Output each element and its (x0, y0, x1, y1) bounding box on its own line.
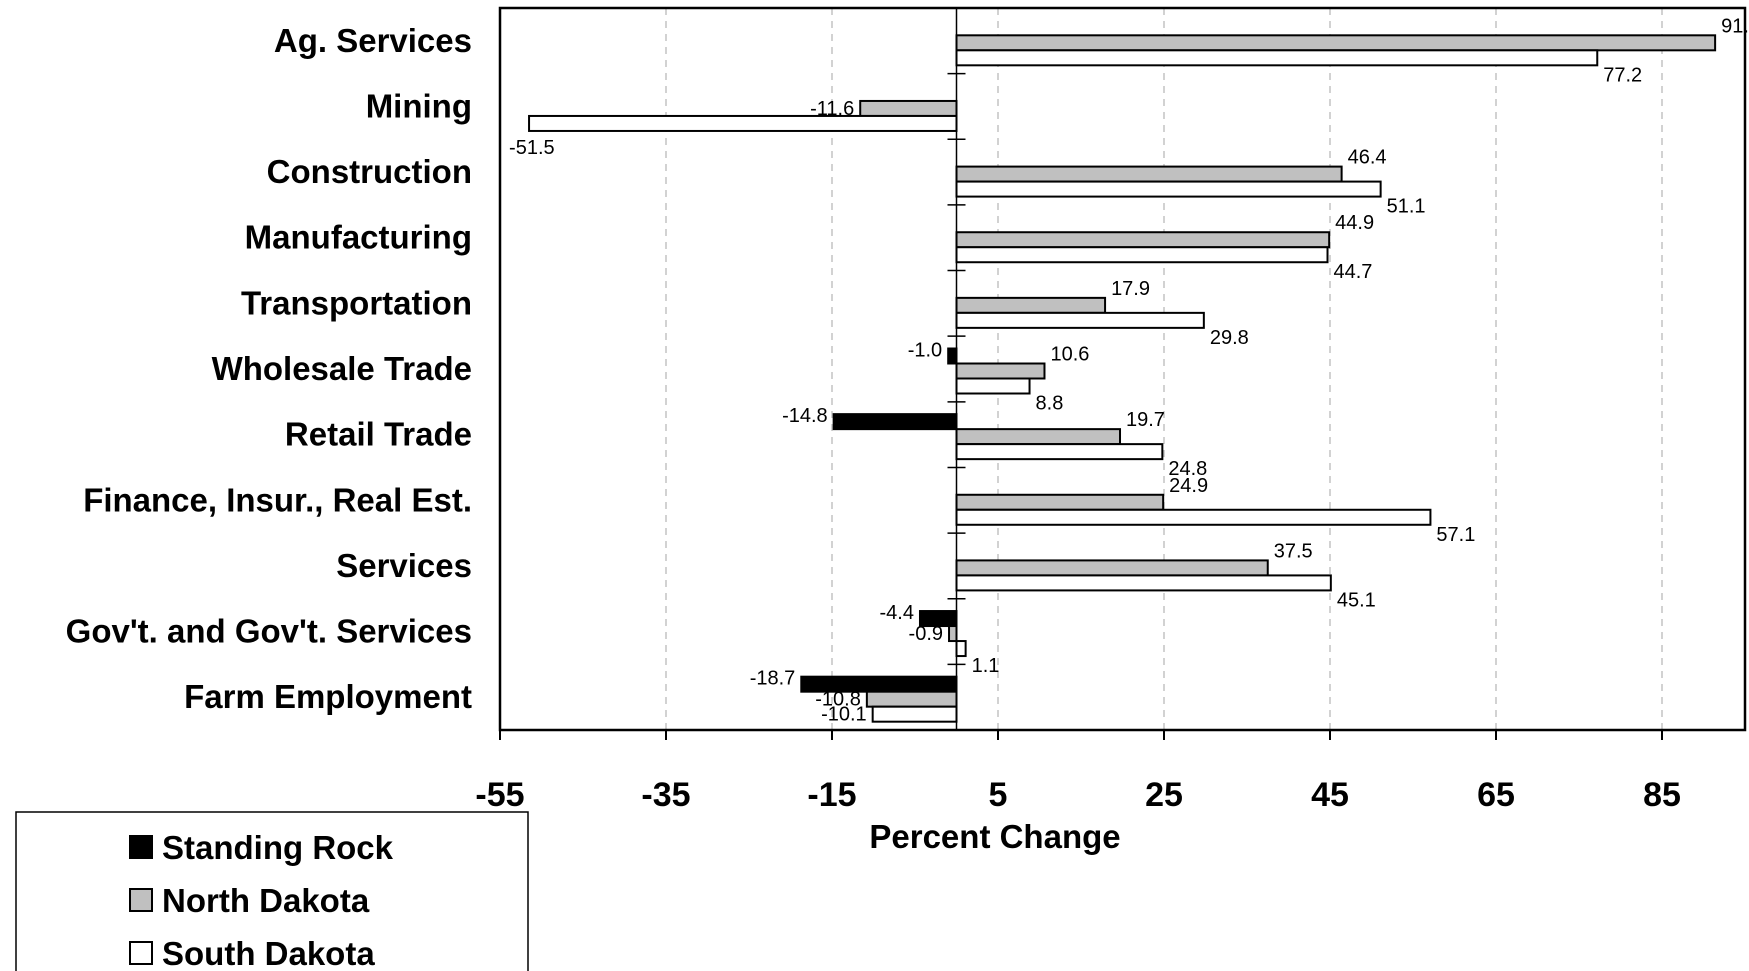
x-tick-label: -15 (807, 776, 856, 814)
x-tick-label: -35 (641, 776, 690, 814)
bar (955, 574, 1332, 592)
bar (955, 362, 1046, 380)
legend-label: North Dakota (162, 882, 370, 919)
category-label: Gov't. and Gov't. Services (66, 613, 472, 650)
category-label: Wholesale Trade (212, 350, 472, 387)
plot-frame (498, 6, 1747, 732)
legend-swatch (129, 941, 153, 965)
data-labels: 91.4 77.2 -11.6 -51.5 46.4 51.1 44.9 44.7 17.9 29… (509, 15, 1749, 725)
data-label: -0.9 (909, 623, 943, 645)
x-axis-title: Percent Change (869, 818, 1120, 855)
data-label: 1.1 (972, 655, 1000, 677)
legend-box (15, 811, 529, 971)
data-label: 51.1 (1387, 196, 1426, 218)
data-label: 44.7 (1334, 261, 1373, 283)
data-label: 24.9 (1169, 475, 1208, 497)
data-label: 45.1 (1337, 589, 1376, 611)
category-label: Construction (267, 153, 472, 190)
x-axis-ticks: -55 -35 -15 5 25 45 65 85 (475, 730, 1681, 814)
data-label: 8.8 (1036, 393, 1064, 415)
x-tick-label: 65 (1477, 776, 1515, 814)
bar (948, 625, 958, 643)
category-label: Finance, Insur., Real Est. (83, 481, 472, 518)
bar (955, 49, 1599, 67)
bar (955, 508, 1432, 526)
bar (955, 428, 1122, 446)
category-label: Services (336, 547, 472, 584)
legend: Standing Rock North Dakota South Dakota (15, 811, 529, 971)
data-label: -14.8 (782, 405, 828, 427)
bar (955, 231, 1331, 249)
bar (955, 180, 1382, 198)
data-label: 10.6 (1050, 344, 1089, 366)
data-label: 44.9 (1335, 212, 1374, 234)
bar (859, 99, 958, 117)
bar (955, 311, 1205, 329)
data-label: -11.6 (810, 98, 854, 120)
category-labels: Ag. Services Mining Construction Manufactur… (66, 22, 472, 715)
data-label: 17.9 (1111, 278, 1150, 300)
bar (947, 347, 958, 365)
x-tick-label: 45 (1311, 776, 1349, 814)
data-label: -51.5 (509, 137, 555, 159)
legend-swatch (129, 835, 153, 859)
bar (528, 114, 958, 132)
data-label: 46.4 (1348, 147, 1387, 169)
legend-swatch (129, 888, 153, 912)
data-label: -10.8 (815, 689, 861, 711)
legend-label: South Dakota (162, 935, 375, 971)
x-tick-label: -55 (475, 776, 524, 814)
data-label: -4.4 (880, 602, 914, 624)
category-label: Ag. Services (274, 22, 472, 59)
bar (955, 246, 1329, 264)
bar (955, 296, 1107, 314)
bar (955, 377, 1031, 395)
data-label: -18.7 (750, 668, 796, 690)
data-label: 57.1 (1436, 524, 1475, 546)
bar (955, 443, 1164, 461)
data-label: -10.1 (821, 704, 867, 726)
x-tick-label: 85 (1643, 776, 1681, 814)
bar (955, 559, 1269, 577)
data-label: 29.8 (1210, 327, 1249, 349)
data-label: -1.0 (908, 340, 942, 362)
category-label: Transportation (241, 284, 472, 321)
data-label: 91.4 (1721, 15, 1749, 37)
bar (955, 640, 967, 658)
bar (871, 705, 958, 723)
bar (955, 493, 1165, 511)
bar (865, 690, 958, 708)
category-label: Manufacturing (245, 219, 472, 256)
bars (528, 34, 1717, 723)
category-label: Retail Trade (285, 416, 472, 453)
category-label: Farm Employment (184, 678, 472, 715)
x-tick-label: 25 (1145, 776, 1183, 814)
data-label: 77.2 (1603, 64, 1642, 86)
data-label: 37.5 (1274, 540, 1313, 562)
data-label: 19.7 (1126, 409, 1165, 431)
bar (832, 413, 958, 431)
x-tick-label: 5 (989, 776, 1008, 814)
plot-area (498, 6, 1747, 732)
category-label: Mining (366, 87, 472, 124)
legend-label: Standing Rock (162, 829, 394, 866)
data-label: 24.8 (1168, 458, 1207, 480)
bar (955, 34, 1717, 52)
bar (955, 165, 1343, 183)
